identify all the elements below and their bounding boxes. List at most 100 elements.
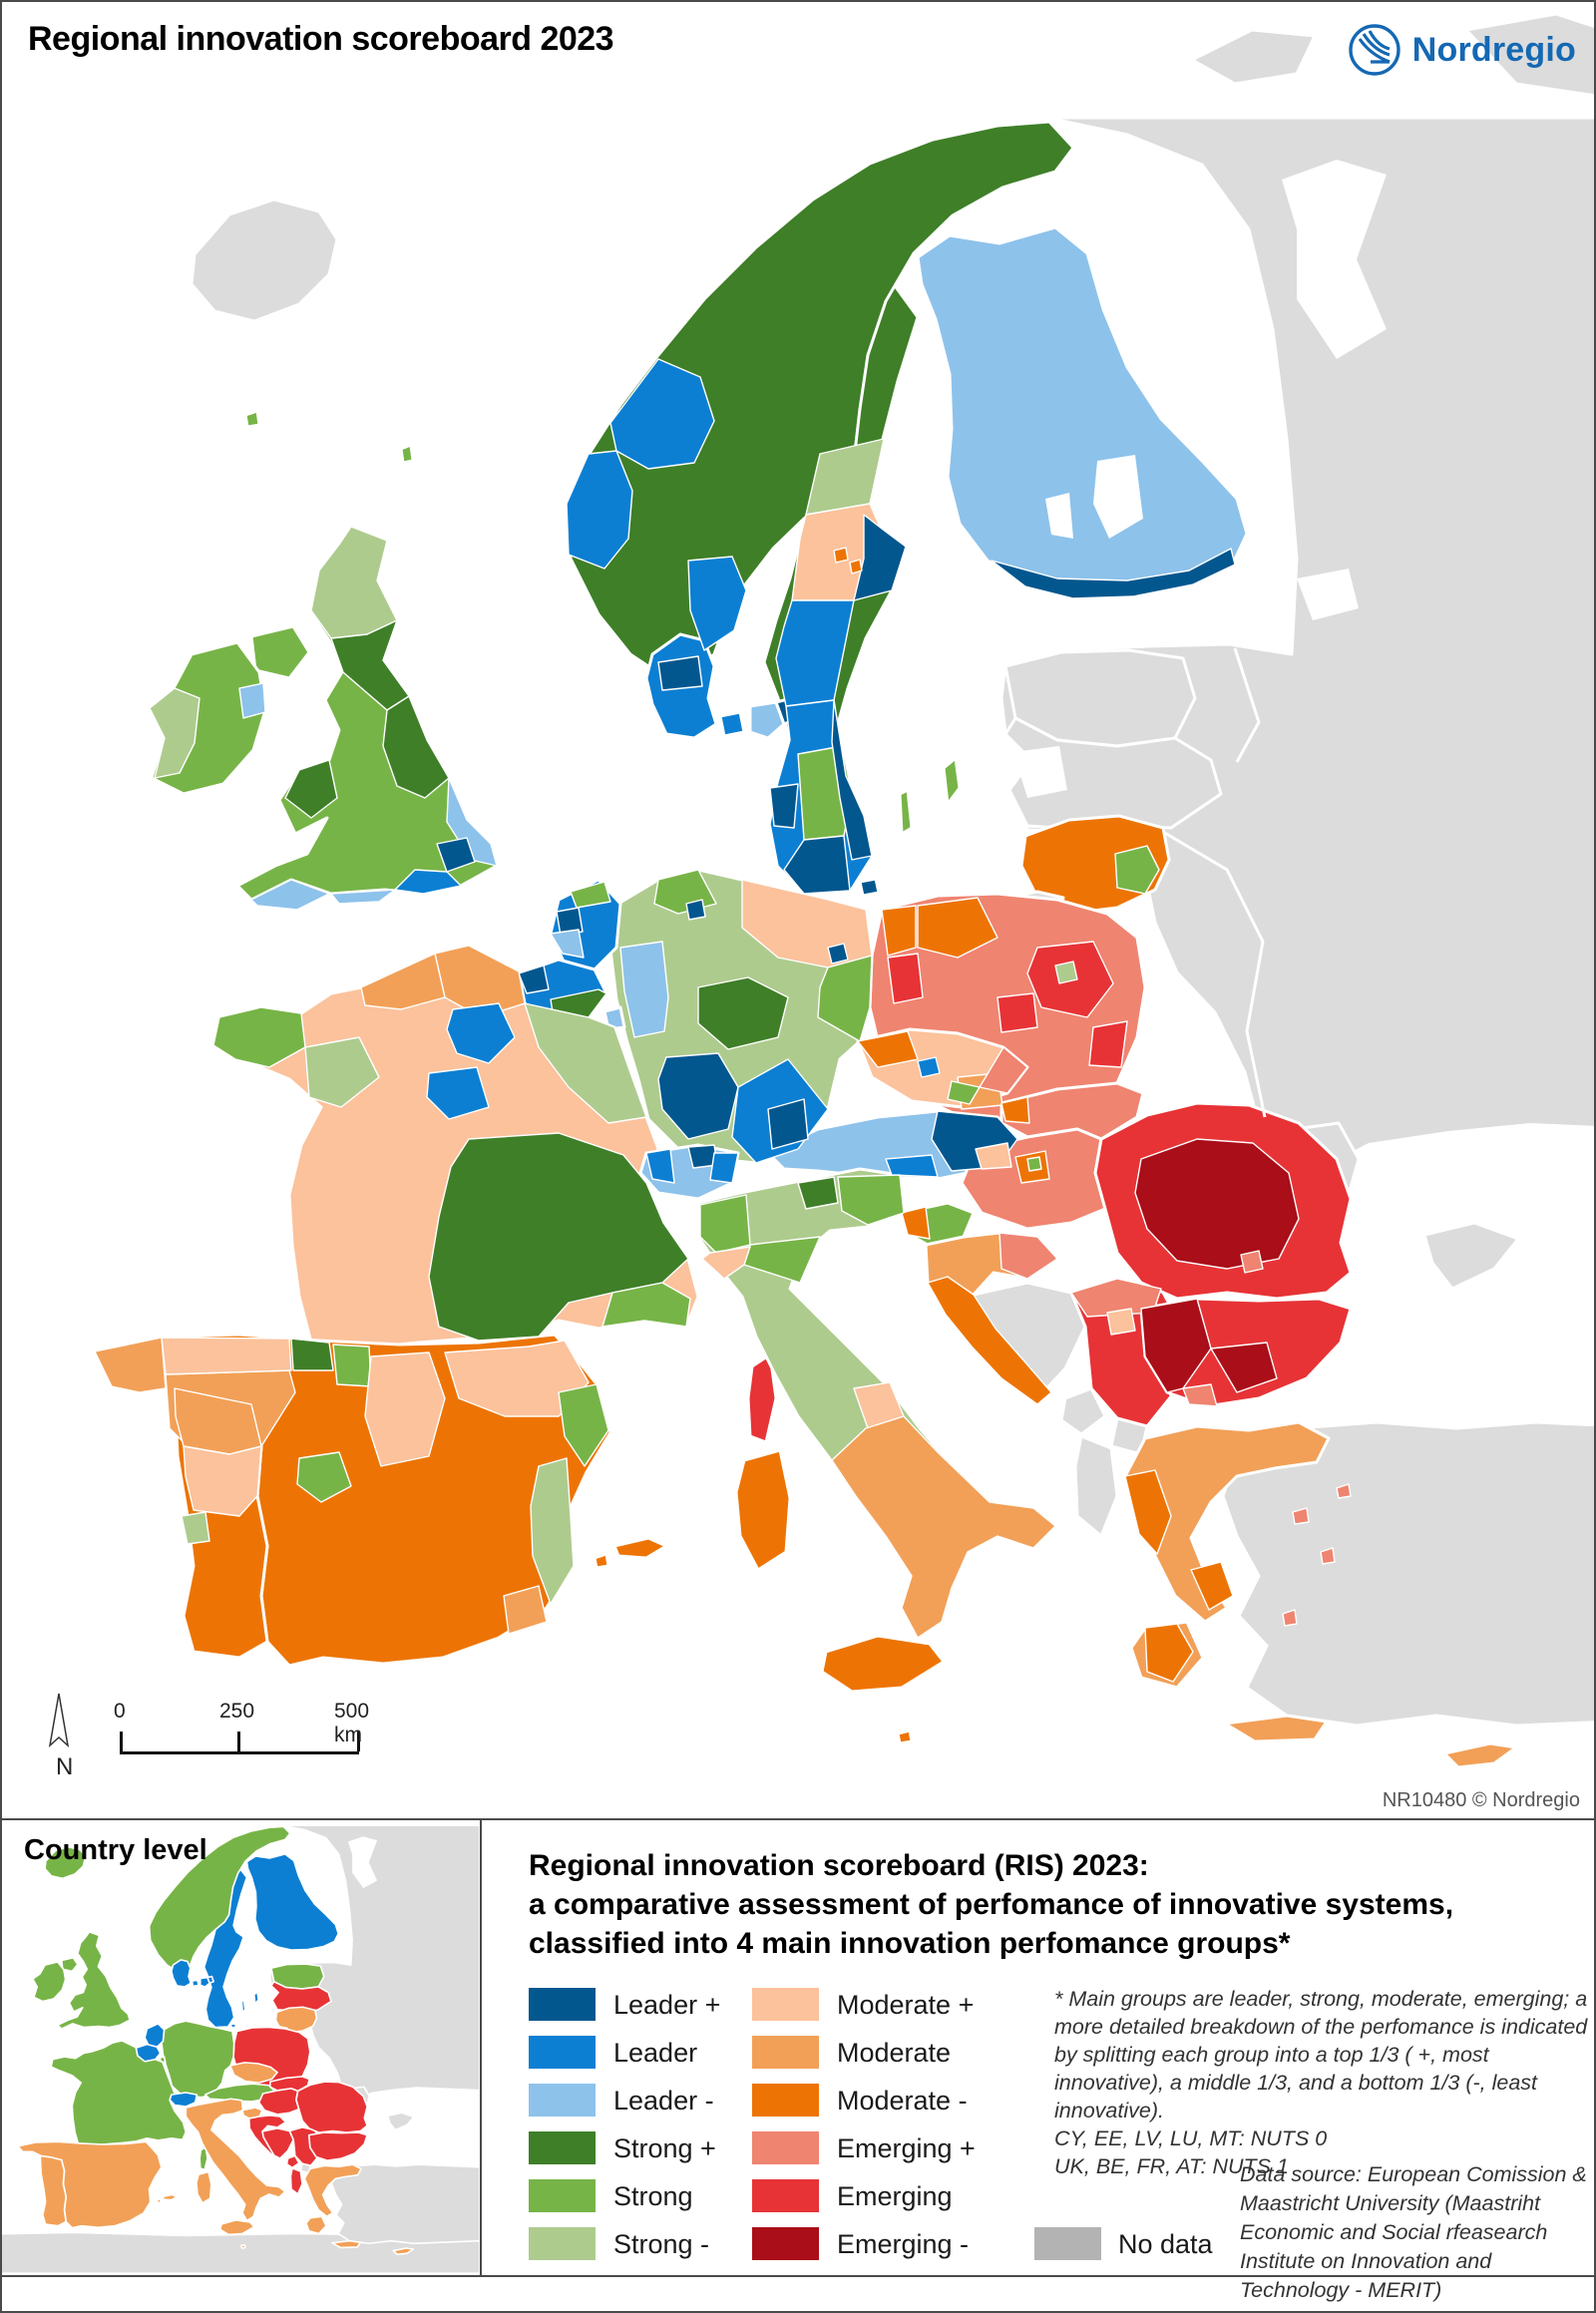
sardinia [734, 1448, 792, 1572]
scale-label-0: 0 [114, 1700, 126, 1723]
data-source: Data source: European Comission & Maastr… [1240, 2162, 1587, 2302]
panel-title-line2: a comparative assessment of perfomance o… [529, 1888, 1454, 1921]
shetland [399, 443, 415, 465]
black-sea [1287, 1123, 1596, 1442]
europe-nuts-map [93, 12, 1596, 1769]
inset-ireland [31, 1961, 67, 2003]
legend-swatch [752, 1988, 819, 2021]
region-catalonia-coast-strong [558, 1383, 609, 1467]
crete [1223, 1714, 1329, 1743]
inset-denmark-jutland [170, 1959, 193, 1988]
region-southitaly-moderate [831, 1415, 1056, 1639]
lake-ladoga [1297, 569, 1359, 620]
region-aland-moderateminus [833, 547, 863, 575]
country-level-map [0, 1818, 480, 2274]
region-nl-north-strong [570, 881, 611, 909]
inset-italy [185, 2098, 286, 2222]
inset-denmark-copenhagen [206, 1975, 214, 1985]
inset-gotland [252, 1991, 259, 2005]
region-scotland-north-strongminus [310, 526, 398, 639]
inset-switzerland [169, 2092, 199, 2108]
inset-denmark-zealand [199, 1976, 211, 1988]
balearics [593, 1536, 668, 1570]
region-pomerania-moderateminus [881, 897, 998, 959]
legend-label: Emerging [837, 2181, 953, 2211]
north-label: N [56, 1753, 74, 1780]
svalbard [1190, 28, 1317, 86]
region-bratislava-moderateminus [1000, 1096, 1030, 1124]
inset-montenegro [285, 2154, 300, 2169]
inset-albania [289, 2167, 303, 2195]
region-aegean-islands-emergingplus [1282, 1483, 1352, 1627]
region-southwestengland-leaderminus [250, 879, 396, 911]
turkey [1221, 1420, 1596, 1728]
nordregio-logo-text: Nordregio [1411, 30, 1576, 69]
panel-title-line3: classified into 4 main innovation perfom… [529, 1927, 1291, 1960]
region-madrid-strong [296, 1451, 352, 1503]
region-westswiss-leader [645, 1148, 675, 1184]
region-basque-strongplus [290, 1338, 334, 1371]
legend-label: Leader - [613, 2086, 714, 2116]
no-data-label: No data [1118, 2229, 1213, 2259]
region-flanders-leaderplus [518, 964, 550, 994]
region-lublin-emerging [1088, 1020, 1128, 1068]
region-normandy-moderate [360, 953, 446, 1010]
malta [896, 1729, 914, 1745]
eastern-borders [1162, 647, 1267, 1118]
region-bulgaria-center-emergingminus [1210, 1342, 1278, 1393]
region-dublin-leaderminus [238, 682, 266, 719]
inset-czechia [228, 2062, 278, 2084]
legend-label: Strong [613, 2181, 693, 2211]
legend-swatch [752, 2131, 819, 2164]
cyprus [1442, 1741, 1518, 1769]
inset-black-sea [349, 2087, 480, 2170]
region-valencia-strongminus [530, 1457, 575, 1605]
footnote-nuts1: UK, BE, FR, AT: NUTS 1 [1054, 2154, 1289, 2178]
legend-label: Leader + [613, 1990, 721, 2020]
region-grandest-strongminus [524, 1002, 647, 1124]
region-piedmont-strong [699, 1194, 751, 1254]
legend-label: Moderate + [837, 1990, 975, 2020]
nordregio-logo: Nordregio [1347, 22, 1576, 78]
montenegro [1059, 1386, 1107, 1436]
region-murcia-moderate [503, 1585, 548, 1635]
region-czech-nw-moderateminus [857, 1030, 919, 1068]
region-oberbayern-leaderplus [767, 1098, 809, 1150]
page-title: Regional innovation scoreboard 2023 [28, 20, 614, 58]
denmark-fyn [718, 710, 746, 738]
region-galicia-moderate [94, 1337, 167, 1393]
region-veneto-strong [837, 1174, 905, 1226]
region-centro-portugal-moderateplus [183, 1445, 262, 1517]
nordregio-logo-icon [1349, 24, 1400, 76]
legend-label: Emerging - [837, 2229, 970, 2259]
legend-swatch [529, 2036, 596, 2069]
inset-finland [245, 1853, 340, 1951]
region-westslovenia-moderateminus [901, 1206, 931, 1240]
inset-bornholm [229, 2022, 237, 2029]
region-bucharest-emergingplus [1240, 1250, 1264, 1274]
denmark-zealand [748, 700, 786, 740]
region-vojvodina-emergingplus [1070, 1278, 1162, 1318]
legend-swatch [529, 2084, 596, 2117]
legend-swatch [529, 2179, 596, 2212]
region-sweden-eastcoast-leaderplus [831, 699, 873, 861]
region-brittany-strong [212, 1006, 306, 1068]
region-vilnius-strong [1114, 845, 1160, 895]
region-paca-strong [601, 1282, 691, 1328]
region-croatia-east-emergingplus [998, 1232, 1058, 1280]
novaya-zemlya [1464, 12, 1596, 98]
panel-title: Regional innovation scoreboard (RIS) 202… [529, 1846, 1566, 1963]
region-paris-leader [446, 1002, 516, 1064]
footnote: * Main groups are leader, strong, modera… [1054, 1985, 1593, 2180]
legend-label: Moderate [837, 2038, 952, 2068]
footnote-nuts0: CY, EE, LV, LU, MT: NUTS 0 [1054, 2126, 1328, 2150]
region-loire-strongminus [304, 1036, 380, 1108]
region-aragon-moderateplus [364, 1351, 446, 1467]
divider-vertical [480, 1818, 482, 2277]
legend-label: Leader [613, 2038, 698, 2068]
no-data-swatch [1034, 2227, 1101, 2260]
region-hamburg-leaderplus [685, 899, 706, 921]
inset-lithuania [274, 2006, 318, 2034]
region-eastswiss-leader [709, 1152, 739, 1184]
region-nl-south-leaderminus [550, 929, 585, 959]
